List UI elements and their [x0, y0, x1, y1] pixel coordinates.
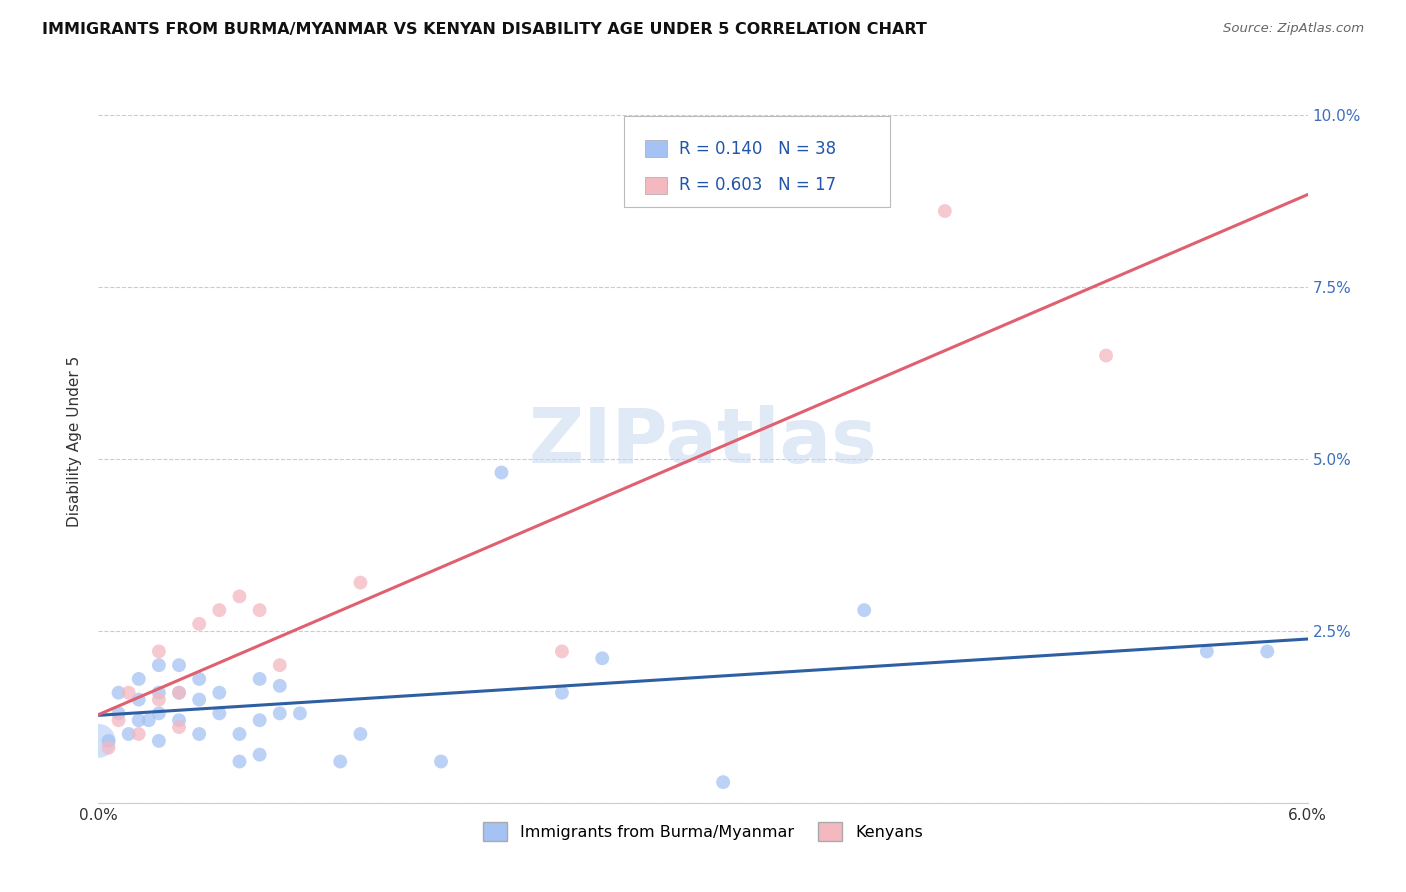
Point: [228, 727, 250, 741]
Point: [167, 686, 190, 700]
Text: R = 0.140   N = 38: R = 0.140 N = 38: [679, 140, 837, 158]
Point: [934, 204, 956, 219]
Point: [128, 727, 150, 741]
Point: [269, 679, 291, 693]
Point: [97, 740, 120, 755]
Text: R = 0.603   N = 17: R = 0.603 N = 17: [679, 177, 837, 194]
Point: [208, 706, 231, 721]
Point: [711, 775, 734, 789]
Point: [208, 603, 231, 617]
Point: [853, 603, 876, 617]
Point: [249, 713, 271, 727]
Point: [228, 590, 250, 604]
Point: [148, 692, 170, 706]
Point: [148, 734, 170, 748]
Point: [551, 686, 574, 700]
Point: [167, 713, 190, 727]
Point: [188, 727, 211, 741]
Point: [349, 727, 371, 741]
Point: [1195, 644, 1218, 658]
Point: [97, 734, 120, 748]
Point: [349, 575, 371, 590]
Point: [128, 692, 150, 706]
Text: Source: ZipAtlas.com: Source: ZipAtlas.com: [1223, 22, 1364, 36]
Point: [228, 755, 250, 769]
Point: [430, 755, 453, 769]
Point: [288, 706, 311, 721]
Point: [329, 755, 352, 769]
Point: [87, 734, 110, 748]
Point: [249, 672, 271, 686]
Point: [188, 692, 211, 706]
Point: [167, 658, 190, 673]
Legend: Immigrants from Burma/Myanmar, Kenyans: Immigrants from Burma/Myanmar, Kenyans: [475, 814, 931, 849]
Point: [148, 706, 170, 721]
Text: IMMIGRANTS FROM BURMA/MYANMAR VS KENYAN DISABILITY AGE UNDER 5 CORRELATION CHART: IMMIGRANTS FROM BURMA/MYANMAR VS KENYAN …: [42, 22, 927, 37]
Point: [167, 720, 190, 734]
Point: [249, 747, 271, 762]
Point: [551, 644, 574, 658]
Point: [107, 706, 129, 721]
Point: [167, 686, 190, 700]
Point: [118, 727, 141, 741]
FancyBboxPatch shape: [645, 177, 666, 194]
Point: [128, 713, 150, 727]
Point: [118, 686, 141, 700]
Point: [269, 706, 291, 721]
Point: [128, 672, 150, 686]
Point: [188, 616, 211, 631]
Point: [491, 466, 513, 480]
Point: [107, 713, 129, 727]
Point: [138, 713, 160, 727]
Point: [591, 651, 613, 665]
Point: [249, 603, 271, 617]
Text: ZIPatlas: ZIPatlas: [529, 405, 877, 478]
Point: [208, 686, 231, 700]
Point: [148, 686, 170, 700]
Y-axis label: Disability Age Under 5: Disability Age Under 5: [67, 356, 83, 527]
Point: [188, 672, 211, 686]
FancyBboxPatch shape: [624, 117, 890, 207]
Point: [1095, 349, 1118, 363]
FancyBboxPatch shape: [645, 140, 666, 157]
Point: [107, 686, 129, 700]
Point: [148, 658, 170, 673]
Point: [148, 644, 170, 658]
Point: [269, 658, 291, 673]
Point: [1256, 644, 1278, 658]
